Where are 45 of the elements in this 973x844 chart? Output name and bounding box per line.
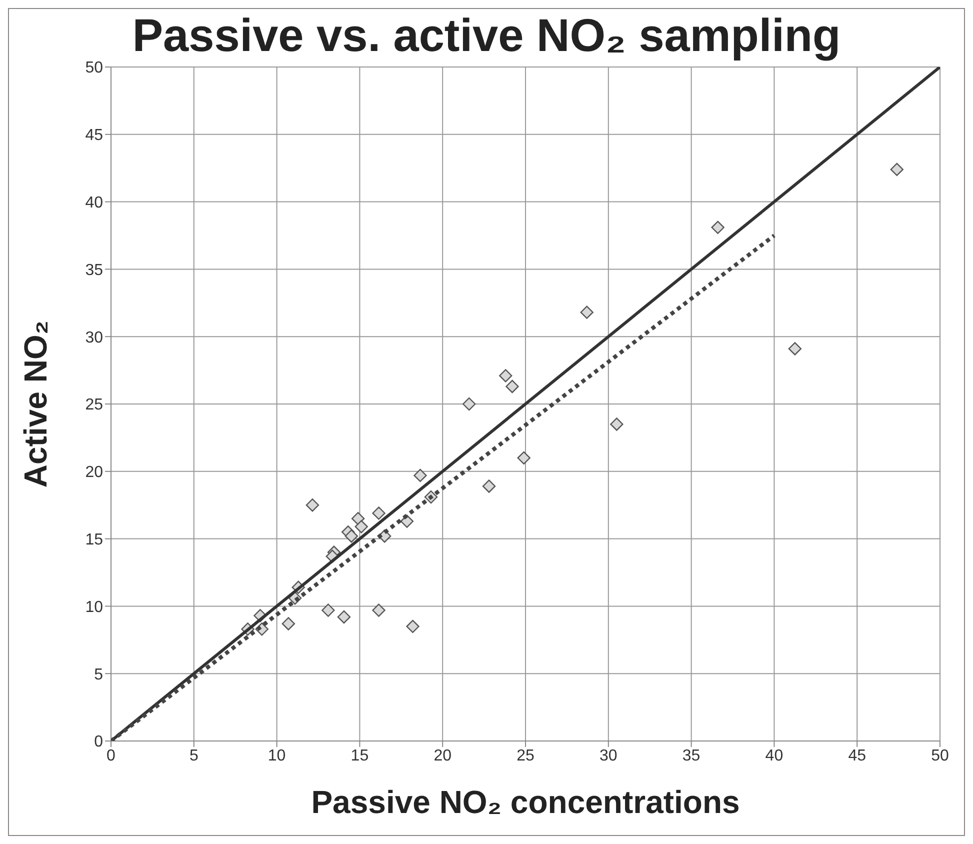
point [462, 397, 476, 411]
point [506, 380, 519, 394]
point [372, 506, 386, 520]
x-tick-label: 10 [268, 747, 286, 764]
point [344, 530, 358, 543]
x-tick-label: 40 [765, 747, 784, 764]
y-tick-label: 40 [85, 194, 104, 212]
y-tick-label: 45 [85, 127, 104, 144]
chart-title: Passive vs. active NO₂ sampling [131, 9, 842, 61]
y-tick-label: 15 [85, 531, 104, 548]
x-tick-label: 25 [516, 747, 534, 764]
x-tick-label: 15 [350, 747, 369, 764]
point [580, 306, 594, 319]
x-tick-label: 20 [434, 747, 452, 764]
point [482, 480, 496, 493]
y-tick-label: 30 [85, 329, 104, 346]
point [372, 604, 386, 617]
point [306, 498, 320, 512]
y-tick-label: 35 [85, 262, 104, 279]
point [890, 162, 904, 176]
x-tick-label: 5 [189, 747, 198, 764]
x-tick-label: 0 [106, 747, 116, 764]
x-tick-label: 30 [600, 747, 618, 764]
point [354, 520, 368, 534]
x-tick-label: 50 [931, 747, 949, 764]
x-tick-label: 45 [848, 747, 866, 764]
point [517, 451, 530, 465]
y-tick-label: 5 [94, 666, 104, 684]
y-tick-label: 10 [85, 598, 104, 616]
point [610, 418, 624, 431]
point [499, 369, 512, 382]
point [414, 468, 427, 482]
point [337, 610, 351, 624]
point [322, 604, 335, 617]
y-axis-title: Active NO₂ [17, 320, 54, 488]
point [788, 342, 802, 356]
y-tick-label: 25 [85, 396, 104, 414]
x-axis-title: Passive NO₂ concentrations [311, 784, 740, 820]
y-tick-label: 0 [94, 734, 104, 751]
y-tick-label: 50 [85, 60, 104, 77]
point [711, 220, 724, 234]
point [282, 617, 296, 630]
x-tick-label: 35 [682, 747, 700, 764]
y-tick-label: 20 [85, 464, 104, 482]
point [406, 620, 420, 634]
